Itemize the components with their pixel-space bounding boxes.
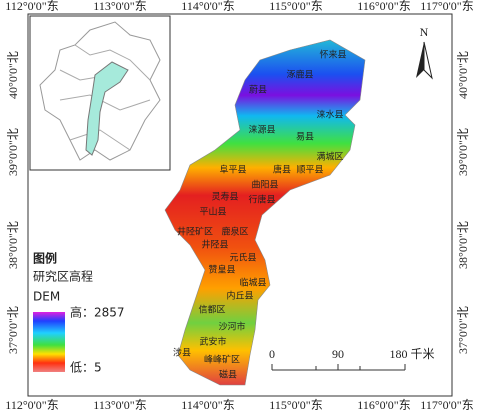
longitude-label: 113°0'0"东 — [93, 0, 146, 13]
county-label: 井陉县 — [201, 239, 228, 251]
latitude-label: 40°0'0"北 — [456, 51, 470, 99]
county-label: 武安市 — [199, 336, 226, 348]
latitude-label: 37°0'0"北 — [456, 306, 470, 354]
legend-title: 图例 — [33, 251, 57, 266]
county-label: 沙河市 — [218, 321, 245, 333]
longitude-label: 115°0'0"东 — [269, 0, 322, 13]
longitude-label: 116°0'0"东 — [357, 0, 410, 13]
longitude-label: 116°0'0"东 — [357, 398, 410, 412]
county-label: 元氏县 — [229, 253, 256, 264]
county-label: 顺平县 — [296, 165, 323, 176]
latitude-label: 38°0'0"北 — [456, 221, 470, 269]
latitude-label: 38°0'0"北 — [6, 221, 20, 269]
county-label: 临城县 — [239, 277, 266, 289]
longitude-label: 112°0'0"东 — [5, 398, 58, 412]
county-label: 易县 — [296, 132, 314, 143]
county-label: 内丘县 — [226, 290, 253, 302]
county-label: 赞皇县 — [208, 264, 235, 276]
legend-ramp — [33, 312, 65, 372]
county-label: 磁县 — [219, 369, 237, 381]
county-label: 曲阳县 — [251, 180, 278, 191]
county-label: 涉县 — [173, 347, 191, 359]
longitude-label: 117°0'0"东 — [420, 398, 473, 412]
county-label: 井陉矿区 — [177, 226, 213, 238]
legend-high: 高：2857 — [70, 305, 125, 320]
county-label: 满城区 — [316, 152, 343, 163]
inset-map — [29, 15, 171, 171]
scale-label: 90 — [332, 347, 344, 361]
legend-subtitle: 研究区高程 — [33, 269, 93, 284]
latitude-label: 40°0'0"北 — [6, 51, 20, 99]
county-label: 峰峰矿区 — [204, 354, 240, 366]
north-label: N — [420, 25, 429, 39]
legend-low: 低：5 — [70, 361, 102, 375]
county-label: 平山县 — [199, 207, 226, 218]
county-label: 怀来县 — [319, 49, 346, 61]
county-label: 涞水县 — [316, 109, 343, 121]
county-label: 信都区 — [198, 304, 225, 316]
longitude-label: 112°0'0"东 — [5, 0, 58, 13]
longitude-label: 115°0'0"东 — [269, 398, 322, 412]
county-label: 唐县 — [273, 164, 291, 176]
longitude-label: 114°0'0"东 — [181, 398, 234, 412]
county-label: 鹿泉区 — [221, 226, 248, 238]
scale-label: 0 — [269, 347, 275, 361]
county-label: 灵寿县 — [211, 191, 238, 203]
study-area-dem — [164, 39, 366, 386]
county-label: 涞源县 — [248, 125, 275, 136]
latitude-label: 39°0'0"北 — [456, 128, 470, 176]
county-label: 阜平县 — [219, 164, 246, 176]
latitude-label: 37°0'0"北 — [6, 306, 20, 354]
scale-unit: 180 千米 — [389, 347, 434, 361]
longitude-label: 113°0'0"东 — [93, 398, 146, 412]
latitude-label: 39°0'0"北 — [6, 128, 20, 176]
longitude-label: 114°0'0"东 — [181, 0, 234, 13]
scale-bar — [271, 364, 406, 371]
longitude-label: 117°0'0"东 — [420, 0, 473, 13]
legend-label: DEM — [33, 290, 60, 304]
county-label: 行唐县 — [248, 194, 275, 206]
county-label: 涿鹿县 — [286, 69, 313, 81]
county-label: 蔚县 — [249, 84, 267, 96]
north-arrow: N — [416, 25, 433, 80]
